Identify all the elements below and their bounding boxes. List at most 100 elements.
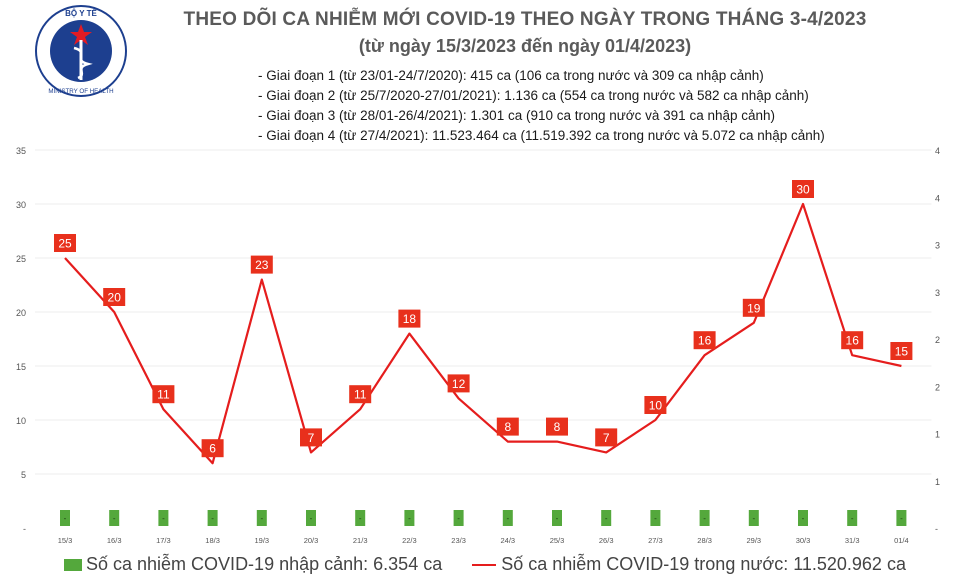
x-tick-label: 28/3 (697, 536, 712, 545)
chart-title: THEO DÕI CA NHIỄM MỚI COVID-19 THEO NGÀY… (183, 9, 867, 30)
y-tick-label-left: 30 (16, 200, 26, 210)
imported-bar (158, 510, 169, 526)
data-label: 6 (209, 442, 216, 456)
x-tick-label: 24/3 (500, 536, 515, 545)
data-label-box (693, 331, 716, 350)
bar-value-label: - (310, 514, 313, 523)
bar-value-label: - (556, 514, 559, 523)
bar-value-label: - (64, 514, 67, 523)
imported-bar (109, 510, 120, 526)
y-tick-label-right: 1 (935, 430, 940, 440)
x-tick-label: 19/3 (254, 536, 269, 545)
bar-value-label: - (506, 514, 509, 523)
data-label: 10 (649, 399, 663, 413)
x-tick-label: 20/3 (304, 536, 319, 545)
y-tick-label-right: 2 (935, 335, 940, 345)
bar-value-label: - (162, 514, 165, 523)
y-tick-label-right: 4 (935, 193, 940, 203)
data-label-box (644, 396, 667, 414)
data-label: 30 (796, 183, 810, 197)
data-label: 18 (403, 312, 417, 326)
data-label-box (398, 309, 421, 328)
x-tick-label: 29/3 (746, 536, 761, 545)
bar-value-label: - (260, 514, 263, 523)
y-tick-label-right: 3 (935, 288, 940, 298)
data-label: 23 (255, 258, 269, 272)
x-tick-label: 01/4 (894, 536, 909, 545)
x-tick-label: 30/3 (796, 536, 811, 545)
x-tick-label: 16/3 (107, 536, 122, 545)
phase-note-1: - Giai đoạn 1 (từ 23/01-24/7/2020): 415 … (258, 68, 764, 83)
data-label-box (201, 439, 224, 458)
imported-bar (798, 510, 808, 526)
data-label: 19 (747, 301, 761, 315)
data-label: 16 (698, 334, 712, 348)
imported-bar (207, 510, 218, 526)
x-tick-label: 27/3 (648, 536, 663, 545)
chart-legend: Số ca nhiễm COVID-19 nhập cảnh: 6.354 ca… (64, 554, 906, 575)
imported-bar (404, 510, 415, 526)
data-label-box (841, 331, 864, 350)
imported-bar (650, 510, 661, 526)
x-tick-label: 18/3 (205, 536, 220, 545)
imported-bar (502, 510, 513, 526)
data-label-box (103, 288, 126, 306)
x-tick-label: 21/3 (353, 536, 368, 545)
phase-notes: - Giai đoạn 1 (từ 23/01-24/7/2020): 415 … (258, 66, 825, 146)
data-label: 11 (157, 388, 170, 402)
logo-text-top: BỘ Y TẾ (65, 8, 97, 18)
chart-subtitle: (từ ngày 15/3/2023 đến ngày 01/4/2023) (358, 36, 692, 56)
data-label-box (152, 385, 175, 404)
data-label: 11 (354, 388, 367, 402)
bar-value-label: - (359, 514, 362, 523)
bar-value-label: - (752, 514, 755, 523)
legend-domestic-swatch (472, 563, 497, 566)
phase-note-2: - Giai đoạn 2 (từ 25/7/2020-27/01/2021):… (258, 88, 809, 103)
legend-domestic-label: Số ca nhiễm COVID-19 trong nước: 11.520.… (501, 554, 906, 574)
bar-value-label: - (605, 514, 608, 523)
y-tick-label-left: - (23, 524, 26, 534)
imported-bar (256, 510, 267, 526)
data-label: 15 (895, 345, 909, 359)
bar-value-label: - (703, 514, 706, 523)
data-label-box (742, 298, 765, 317)
imported-bar (453, 510, 464, 526)
bar-value-label: - (654, 514, 657, 523)
imported-bar (552, 510, 562, 526)
bar-value-label: - (851, 514, 854, 523)
x-tick-label: 25/3 (550, 536, 565, 545)
data-label-box (890, 342, 913, 360)
ministry-of-health-logo: BỘ Y TẾ MINISTRY OF HEALTH (35, 5, 127, 97)
y-tick-label-right: - (935, 524, 938, 534)
data-label: 7 (603, 431, 610, 445)
y-tick-label-right: 3 (935, 241, 940, 251)
y-tick-label-left: 35 (16, 146, 26, 156)
imported-bar (306, 510, 316, 526)
bar-value-label: - (900, 514, 903, 523)
phase-note-3: - Giai đoạn 3 (từ 28/01-26/4/2021): 1.30… (258, 108, 776, 123)
y-tick-label-left: 15 (16, 362, 26, 372)
imported-bar (748, 510, 759, 526)
data-label-box (546, 417, 568, 436)
bar-value-label: - (113, 514, 116, 523)
data-label: 8 (554, 420, 561, 434)
bar-value-label: - (408, 514, 411, 523)
x-tick-label: 22/3 (402, 536, 417, 545)
y-tick-label-right: 2 (935, 382, 940, 392)
data-label-box (54, 234, 76, 252)
data-label-box (447, 374, 470, 393)
data-label: 20 (108, 291, 122, 305)
imported-bar (601, 510, 612, 526)
data-label-box (250, 255, 273, 274)
imported-bar (355, 510, 366, 526)
y-tick-label-left: 25 (16, 254, 26, 264)
imported-bar (896, 510, 907, 526)
legend-imported-label: Số ca nhiễm COVID-19 nhập cảnh: 6.354 ca (86, 554, 443, 574)
y-tick-label-right: 4 (935, 146, 940, 156)
x-tick-label: 17/3 (156, 536, 171, 545)
y-tick-label-right: 1 (935, 477, 940, 487)
data-label-box (496, 417, 519, 436)
data-label-box (300, 428, 322, 447)
x-tick-label: 26/3 (599, 536, 614, 545)
